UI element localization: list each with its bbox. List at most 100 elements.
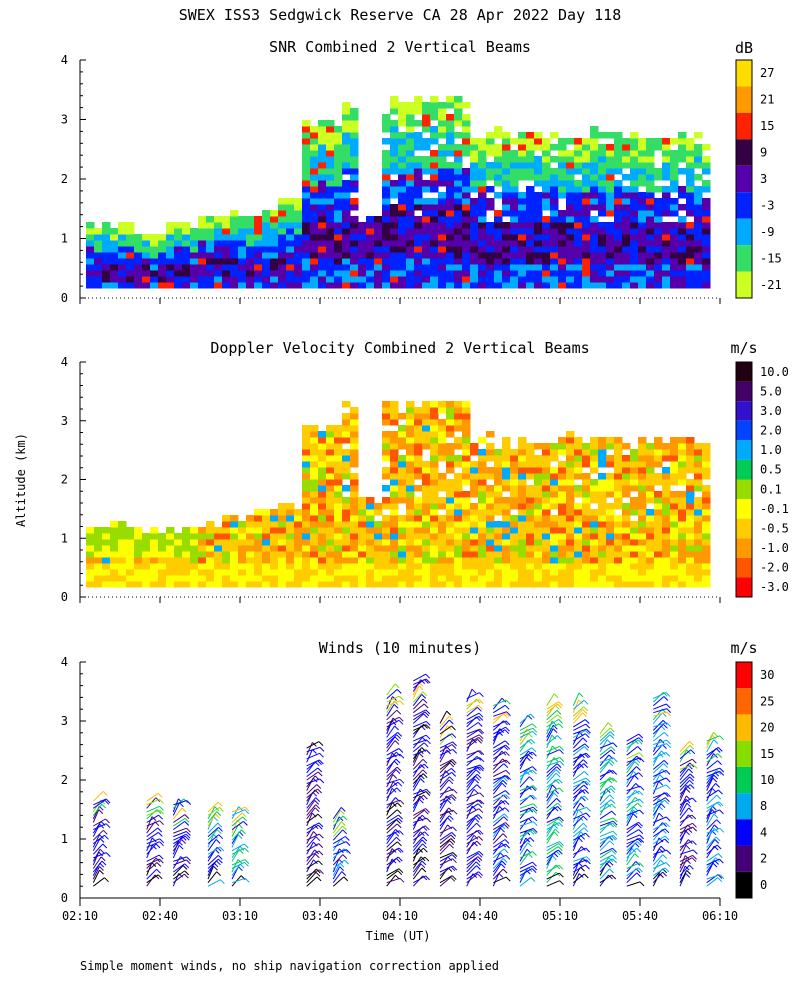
snr-cell — [638, 174, 647, 181]
snr-cell — [350, 204, 359, 211]
snr-cell — [526, 228, 535, 235]
snr-cell — [582, 204, 591, 211]
doppler-cell — [702, 563, 711, 570]
doppler-cell — [454, 515, 463, 522]
wind-barb — [306, 788, 318, 799]
wind-barb — [572, 763, 585, 774]
doppler-cell — [678, 545, 687, 552]
panel3-colorbar-unit: m/s — [730, 639, 757, 657]
doppler-cell — [350, 515, 359, 522]
wind-barb-flag — [582, 737, 588, 743]
snr-cell — [398, 108, 407, 115]
doppler-cell — [486, 485, 495, 492]
snr-cell — [550, 234, 559, 241]
doppler-cell — [494, 461, 503, 468]
wind-barb — [679, 788, 687, 802]
snr-cell — [694, 216, 703, 223]
wind-barb-flag — [479, 764, 485, 770]
snr-cell — [470, 252, 479, 259]
doppler-cell — [670, 581, 679, 588]
snr-cell — [406, 246, 415, 253]
snr-cell — [598, 210, 607, 217]
snr-cell — [446, 126, 455, 133]
doppler-cell — [118, 527, 127, 534]
doppler-cell — [678, 449, 687, 456]
doppler-cell — [502, 443, 511, 450]
doppler-cell — [422, 575, 431, 582]
doppler-cell — [518, 443, 527, 450]
doppler-cell — [422, 485, 431, 492]
doppler-cell — [542, 557, 551, 564]
wind-barb-flag — [713, 774, 719, 780]
snr-cell — [374, 282, 383, 289]
doppler-cell — [190, 527, 199, 534]
snr-cell — [174, 264, 183, 271]
wind-barb-flag — [666, 792, 671, 798]
wind-barb — [466, 871, 479, 880]
wind-barb — [332, 829, 344, 841]
snr-cell — [158, 240, 167, 247]
doppler-cell — [646, 551, 655, 558]
snr-cell — [454, 264, 463, 271]
wind-barb — [172, 836, 183, 848]
snr-cell — [398, 174, 407, 181]
wind-barb-flag — [394, 683, 400, 689]
doppler-cell — [430, 455, 439, 462]
snr-cell — [350, 222, 359, 229]
snr-cell — [302, 120, 311, 127]
snr-cell — [414, 186, 423, 193]
doppler-cell — [470, 467, 479, 474]
snr-cell — [398, 180, 407, 187]
doppler-cell — [606, 527, 615, 534]
snr-cell — [318, 138, 327, 145]
snr-cell — [630, 240, 639, 247]
doppler-cell — [646, 491, 655, 498]
doppler-cell — [446, 491, 455, 498]
snr-cell — [494, 276, 503, 283]
doppler-cell — [622, 557, 631, 564]
wind-barb-flag — [503, 713, 508, 718]
snr-cell — [686, 270, 695, 277]
snr-cell — [670, 258, 679, 265]
doppler-cell — [342, 545, 351, 552]
wind-barb — [546, 778, 559, 788]
snr-cell — [366, 222, 375, 229]
snr-cell — [438, 168, 447, 175]
wind-barb — [626, 853, 636, 866]
doppler-cell — [294, 533, 303, 540]
doppler-cell — [486, 449, 495, 456]
doppler-cell — [670, 557, 679, 564]
snr-cell — [462, 198, 471, 205]
doppler-cell — [110, 551, 119, 558]
wind-barb — [599, 822, 613, 831]
wind-barb-flag — [341, 821, 346, 826]
snr-cell — [134, 282, 143, 289]
doppler-cell — [470, 527, 479, 534]
wind-barb-flag — [181, 836, 187, 841]
snr-cell — [510, 174, 519, 181]
snr-cell — [262, 270, 271, 277]
wind-barb-flag — [399, 753, 405, 759]
wind-barb-flag — [451, 875, 457, 881]
snr-cell — [246, 270, 255, 277]
doppler-cell — [374, 533, 383, 540]
wind-barb-flag — [452, 788, 458, 794]
snr-cell — [630, 180, 639, 187]
wind-barb-flag — [665, 862, 671, 867]
snr-cell — [558, 264, 567, 271]
wind-barb-flag — [477, 706, 482, 712]
wind-barb — [599, 722, 609, 735]
wind-barb — [466, 778, 476, 791]
snr-cell — [326, 186, 335, 193]
doppler-cell — [694, 473, 703, 480]
doppler-cell — [446, 539, 455, 546]
wind-barb — [412, 788, 421, 802]
snr-cell — [454, 162, 463, 169]
wind-barb-flag — [424, 856, 430, 862]
doppler-cell — [622, 563, 631, 570]
snr-cell — [454, 96, 463, 103]
snr-cell — [326, 246, 335, 253]
doppler-cell — [598, 491, 607, 498]
snr-cell — [390, 270, 399, 277]
wind-barb-flag — [582, 822, 588, 828]
